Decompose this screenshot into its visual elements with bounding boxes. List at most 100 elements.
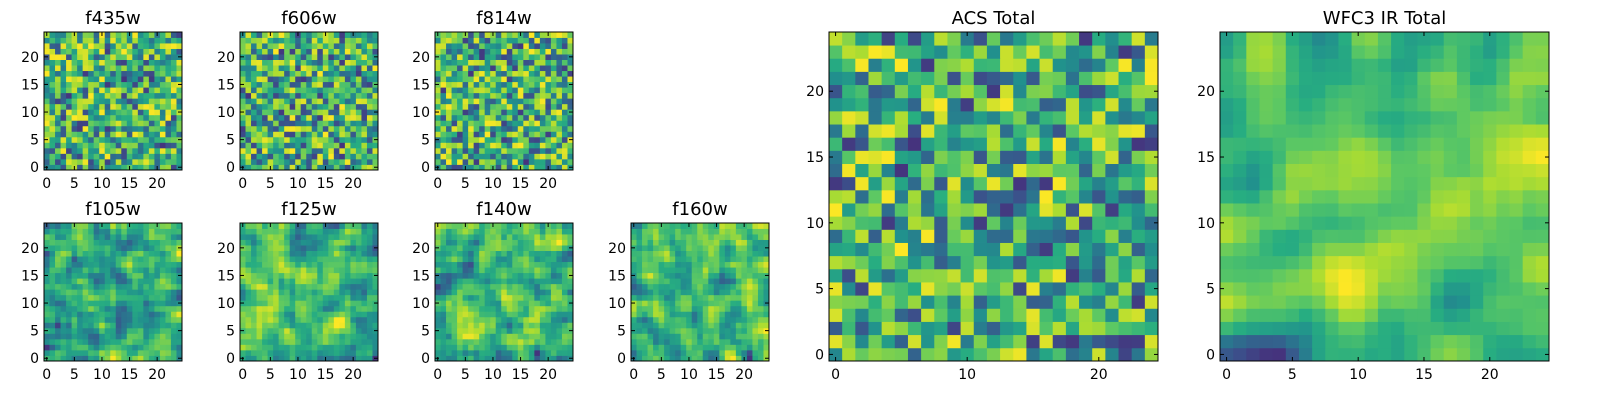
heatmap-cell	[468, 316, 475, 323]
heatmap-cell	[495, 327, 502, 334]
heatmap-cell	[686, 256, 693, 263]
heatmap-cell	[713, 267, 720, 274]
heatmap-cell	[528, 267, 535, 274]
heatmap-cell	[44, 153, 50, 160]
heatmap-cell	[170, 245, 177, 251]
heatmap-cell	[713, 338, 720, 345]
heatmap-cell	[328, 65, 335, 72]
heatmap-cell	[495, 338, 502, 345]
heatmap-cell	[1092, 229, 1106, 243]
heatmap-cell	[82, 98, 89, 105]
heatmap-cell	[289, 76, 296, 83]
heatmap-cell	[680, 283, 687, 290]
heatmap-cell	[311, 54, 318, 60]
heatmap-cell	[132, 98, 139, 105]
heatmap-cell	[328, 223, 335, 229]
heatmap-cell	[289, 158, 296, 165]
heatmap-cell	[495, 245, 502, 251]
heatmap-cell	[55, 278, 61, 285]
heatmap-cell	[457, 37, 463, 44]
y-tick-label: 0	[421, 351, 430, 367]
heatmap-cell	[88, 65, 95, 72]
heatmap-cell	[350, 228, 357, 235]
heatmap-cell	[333, 32, 340, 38]
heatmap-cell	[170, 300, 177, 307]
heatmap-cell	[669, 256, 676, 263]
heatmap-cell	[757, 234, 764, 240]
heatmap-cell	[506, 311, 513, 318]
heatmap-cell	[713, 245, 720, 251]
heatmap-cell	[451, 147, 458, 154]
heatmap-cell	[1039, 295, 1054, 309]
heatmap-cell	[366, 250, 373, 257]
heatmap-cell	[567, 32, 574, 38]
heatmap-cell	[495, 81, 502, 88]
heatmap-cell	[495, 59, 502, 66]
heatmap-cell	[355, 125, 362, 132]
heatmap-cell	[921, 347, 935, 362]
heatmap-cell	[947, 189, 961, 204]
heatmap-cell	[457, 316, 463, 323]
heatmap-cell	[960, 163, 975, 178]
y-tick-label: 10	[217, 296, 235, 312]
heatmap-cell	[306, 32, 313, 38]
heatmap-cell	[165, 250, 172, 257]
heatmap-cell	[49, 87, 56, 94]
heatmap-cell	[881, 176, 896, 191]
heatmap-cell	[842, 203, 856, 217]
heatmap-cell	[322, 158, 329, 165]
heatmap-cell	[99, 153, 106, 160]
heatmap-cell	[251, 98, 257, 105]
heatmap-cell	[669, 327, 676, 334]
y-tick-label: 0	[421, 160, 430, 176]
heatmap-cell	[82, 37, 89, 44]
heatmap-cell	[361, 87, 368, 94]
heatmap-cell	[110, 239, 117, 246]
heatmap-cell	[550, 37, 557, 44]
heatmap-cell	[245, 278, 252, 285]
heatmap-cell	[1039, 229, 1054, 243]
heatmap-cell	[366, 256, 373, 263]
heatmap-cell	[110, 278, 117, 285]
heatmap-cell	[528, 278, 535, 285]
heatmap-cell	[339, 114, 346, 121]
heatmap-cell	[154, 59, 161, 66]
heatmap-cell	[77, 125, 84, 132]
heatmap-cell	[267, 76, 274, 83]
heatmap-cell	[730, 300, 737, 307]
heatmap-cell	[55, 81, 61, 88]
heatmap-cell	[484, 125, 491, 132]
panel-title: f105w	[85, 199, 140, 220]
heatmap-cell	[1131, 255, 1146, 270]
heatmap-cell	[143, 59, 150, 66]
heatmap-cell	[82, 344, 89, 351]
heatmap-cell	[49, 322, 56, 329]
heatmap-cell	[960, 321, 975, 336]
heatmap-cell	[435, 120, 441, 127]
heatmap-cell	[170, 223, 177, 229]
heatmap-cell	[121, 228, 128, 235]
heatmap-cell	[658, 256, 665, 263]
heatmap-cell	[256, 305, 263, 312]
heatmap-cell	[267, 59, 274, 66]
heatmap-cell	[658, 234, 665, 240]
heatmap-cell	[311, 316, 318, 323]
heatmap-cell	[273, 98, 280, 105]
heatmap-cell	[284, 158, 291, 165]
heatmap-cell	[697, 311, 704, 318]
heatmap-cell	[339, 349, 346, 356]
heatmap-cell	[350, 125, 357, 132]
heatmap-cell	[278, 120, 285, 127]
heatmap-cell	[435, 142, 441, 149]
heatmap-cell	[284, 81, 291, 88]
heatmap-cell	[539, 278, 546, 285]
heatmap-cell	[506, 344, 513, 351]
heatmap-cell	[328, 48, 335, 55]
heatmap-cell	[104, 59, 111, 66]
heatmap-cell	[165, 300, 172, 307]
heatmap-cell	[528, 114, 535, 121]
heatmap-cell	[170, 344, 177, 351]
heatmap-cell	[366, 316, 373, 323]
axes-frame	[43, 222, 183, 362]
heatmap-cell	[545, 158, 552, 165]
